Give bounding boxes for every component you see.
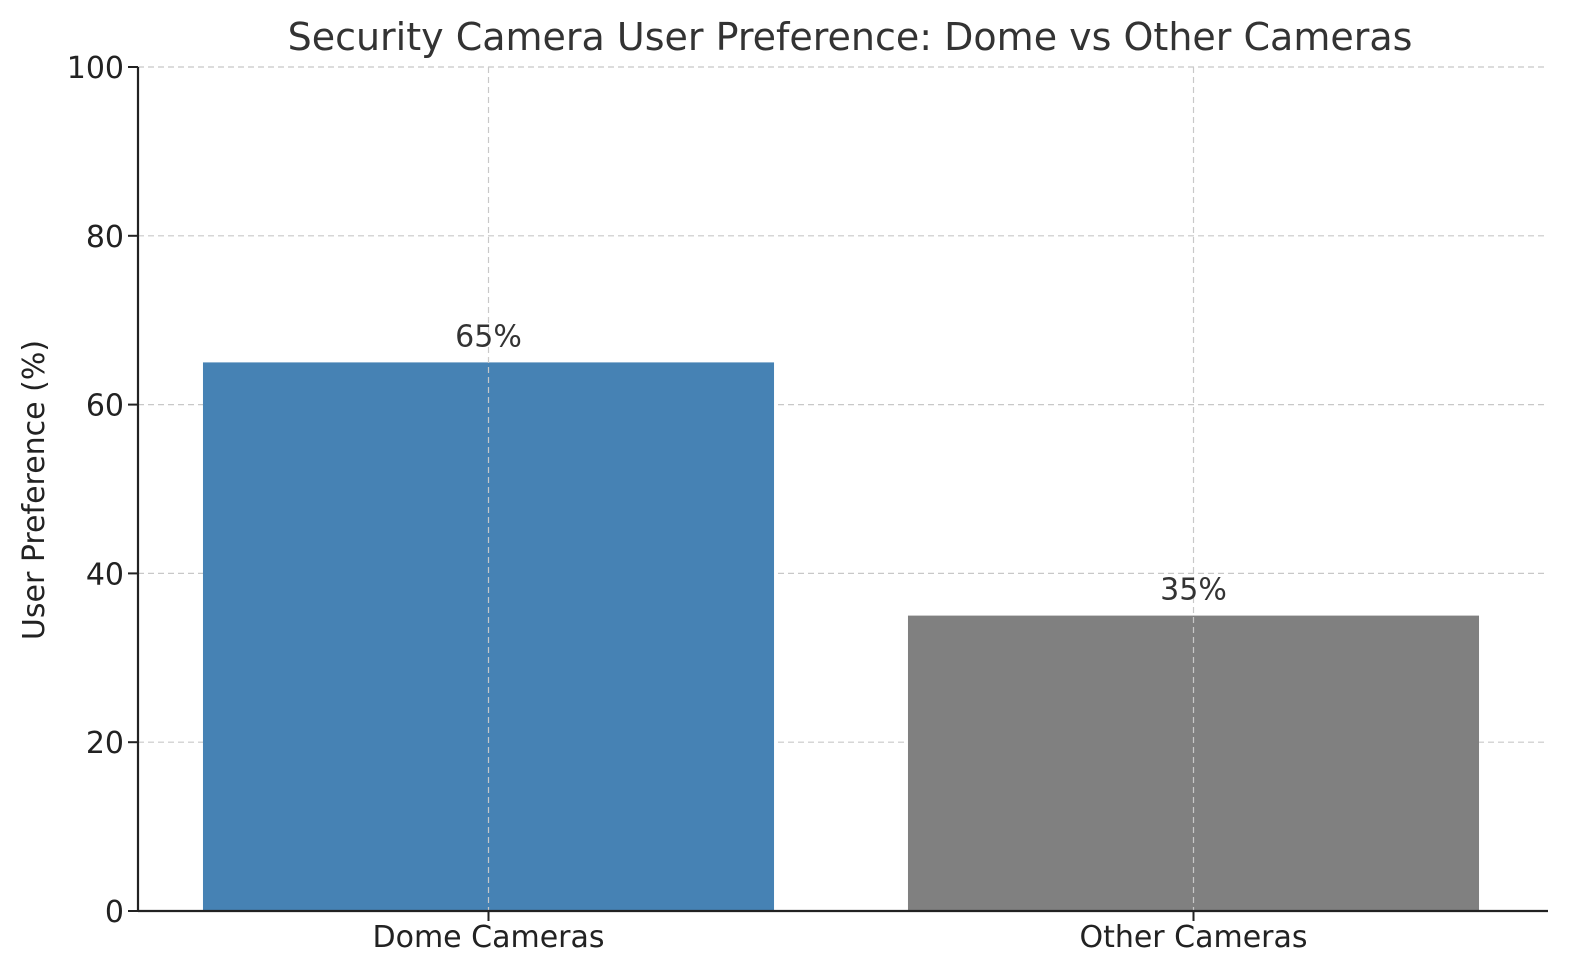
vertical-gridlines xyxy=(487,67,1195,911)
y-tick-label: 40 xyxy=(86,557,124,592)
data-labels: 65% 35% xyxy=(455,319,1227,607)
y-tick-label: 80 xyxy=(86,220,124,255)
x-tick-label: Dome Cameras xyxy=(372,920,604,955)
y-axis-label: User Preference (%) xyxy=(17,340,52,640)
y-tick-label: 0 xyxy=(105,895,124,930)
chart-title: Security Camera User Preference: Dome vs… xyxy=(288,15,1413,59)
axes: 0 20 40 60 80 100 Dome Cameras Other Cameras xyxy=(67,51,1548,955)
y-tick-label: 60 xyxy=(86,389,124,424)
bar-value-label: 35% xyxy=(1160,573,1227,608)
x-tick-label: Other Cameras xyxy=(1079,920,1307,955)
bar-value-label: 65% xyxy=(455,319,522,354)
bars xyxy=(202,362,1480,911)
y-tick-label: 100 xyxy=(67,51,124,86)
y-tick-label: 20 xyxy=(86,726,124,761)
